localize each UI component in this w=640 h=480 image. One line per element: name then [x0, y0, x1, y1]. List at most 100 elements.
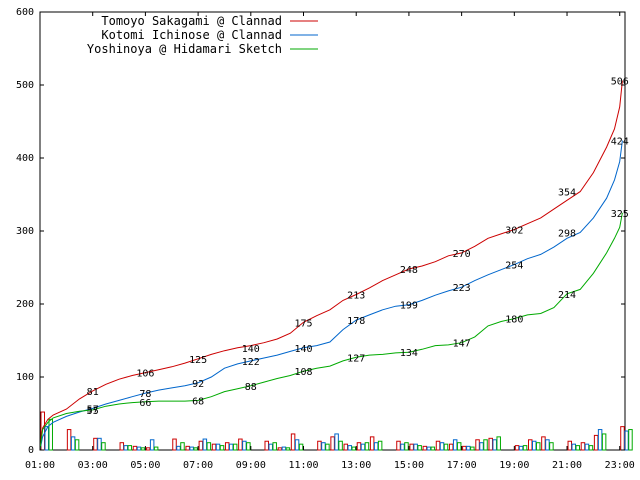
histogram-bar	[74, 439, 80, 451]
histogram-bar	[193, 447, 198, 451]
histogram-bar	[549, 442, 554, 451]
histogram-bar	[514, 445, 520, 451]
line-layer	[39, 80, 623, 451]
y-tick-label: 200	[16, 299, 34, 310]
x-axis: 01:00 03:00 05:00 07:00 09:00 11:00 13:00 15:00…	[25, 12, 635, 471]
x-tick-label: 11:00	[288, 460, 318, 471]
histogram-bar	[448, 443, 454, 451]
data-label: 180	[505, 315, 523, 326]
histogram-bar	[496, 436, 501, 451]
data-label: 254	[505, 261, 523, 272]
x-tick-label: 01:00	[25, 460, 55, 471]
histogram-bar	[443, 443, 449, 451]
data-label: 214	[558, 290, 576, 301]
data-label: 178	[347, 316, 365, 327]
histogram-bar	[228, 443, 234, 451]
series-line	[39, 80, 623, 451]
histogram-bar	[452, 439, 458, 451]
histogram-bar	[290, 433, 296, 451]
histogram-bar	[97, 437, 102, 451]
data-label: 127	[347, 353, 365, 364]
data-label: 125	[189, 355, 207, 366]
histogram-bar	[396, 440, 401, 451]
series-line	[39, 212, 623, 451]
plot-frame	[39, 11, 626, 451]
data-label: 175	[294, 318, 312, 329]
data-label: 213	[347, 291, 365, 302]
data-label: 106	[136, 369, 154, 380]
histogram-bar	[351, 446, 357, 451]
histogram-bar	[298, 443, 304, 451]
histogram-bar	[281, 446, 287, 451]
histogram-bar	[413, 443, 418, 451]
histogram-bar	[185, 445, 190, 451]
histogram-bar	[264, 440, 269, 451]
bar-layer	[40, 411, 633, 451]
histogram-bar	[439, 442, 445, 451]
histogram-bar	[588, 445, 594, 451]
data-label: 78	[139, 389, 151, 400]
x-tick-label: 21:00	[552, 460, 582, 471]
histogram-bar	[488, 437, 493, 451]
histogram-bar	[189, 446, 194, 451]
histogram-bar	[232, 443, 238, 451]
histogram-bar	[238, 438, 243, 451]
x-tick-label: 05:00	[130, 460, 160, 471]
histogram-bar	[373, 442, 379, 451]
histogram-bar	[528, 439, 533, 451]
histogram-bar	[136, 446, 142, 451]
legend-label: Tomoyo Sakagami @ Clannad	[101, 14, 282, 28]
data-label: 140	[242, 344, 260, 355]
histogram-bar	[430, 446, 436, 451]
x-tick-label: 07:00	[183, 460, 213, 471]
y-tick-label: 600	[16, 7, 34, 18]
data-label-layer: 81 106 125 140 175 213 248 270 302 354 506 57 78 92 12…	[87, 77, 629, 417]
histogram-bar	[285, 447, 291, 451]
histogram-bar	[479, 442, 484, 451]
histogram-bar	[219, 445, 225, 451]
histogram-bar	[140, 447, 146, 451]
histogram-bar	[628, 429, 633, 451]
histogram-bar	[466, 445, 471, 451]
histogram-bar	[101, 442, 106, 451]
histogram-bar	[535, 442, 541, 451]
histogram-bar	[153, 446, 159, 451]
histogram-bar	[518, 445, 524, 451]
histogram-bar	[325, 443, 330, 451]
data-label: 199	[400, 301, 418, 312]
histogram-bar	[242, 440, 247, 451]
y-tick-label: 300	[16, 226, 34, 237]
histogram-bar	[268, 443, 273, 451]
histogram-bar	[119, 442, 125, 451]
data-label: 134	[400, 348, 418, 359]
histogram-bar	[364, 442, 370, 451]
histogram-bar	[601, 433, 607, 451]
data-label: 302	[505, 226, 523, 237]
histogram-bar	[531, 440, 537, 451]
histogram-bar	[127, 445, 133, 451]
data-label: 57	[87, 404, 99, 415]
data-label: 81	[87, 387, 99, 398]
data-label: 354	[558, 188, 576, 199]
histogram-bar	[360, 443, 366, 451]
data-label: 122	[242, 357, 260, 368]
data-label: 248	[400, 265, 418, 276]
histogram-bar	[123, 445, 129, 451]
data-label: 92	[192, 379, 204, 390]
data-label: 325	[611, 209, 629, 220]
x-tick-label: 13:00	[341, 460, 371, 471]
histogram-bar	[272, 442, 277, 451]
histogram-bar	[66, 429, 72, 451]
data-label: 68	[192, 396, 204, 407]
series-line	[39, 140, 623, 451]
histogram-bar	[377, 440, 383, 451]
histogram-bar	[624, 430, 629, 451]
histogram-bar	[426, 446, 432, 451]
data-label: 88	[245, 382, 257, 393]
histogram-bar	[470, 446, 475, 451]
histogram-bar	[215, 443, 221, 451]
histogram-bar	[435, 440, 441, 451]
histogram-bar	[522, 445, 528, 451]
